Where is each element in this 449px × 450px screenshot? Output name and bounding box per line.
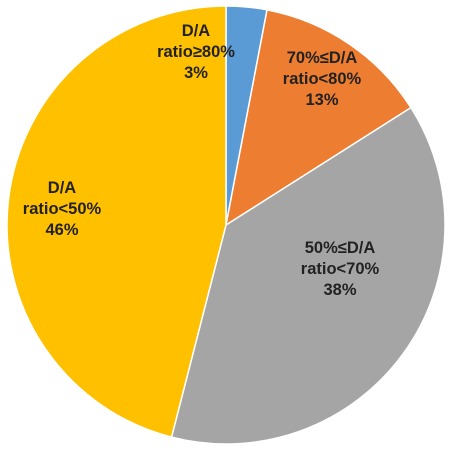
slice-label-2: 70%≤D/A ratio<80% 13% <box>283 49 362 109</box>
slice-label-1: D/A ratio≥80% 3% <box>157 22 235 82</box>
slice-label-line: ratio≥80% <box>157 43 235 61</box>
slice-label-line: 46% <box>45 221 78 239</box>
slice-label-line: ratio<70% <box>301 260 380 278</box>
pie-slice-3 <box>170 106 446 445</box>
slice-label-line: 3% <box>184 64 208 82</box>
slice-label-line: ratio<50% <box>23 200 102 218</box>
slice-label-line: 50%≤D/A <box>305 239 376 257</box>
slices-layer <box>6 5 446 445</box>
slice-label-line: D/A <box>182 22 211 40</box>
slice-label-line: 13% <box>305 91 338 109</box>
slice-label-4: D/A ratio<50% 46% <box>23 179 102 239</box>
slice-label-line: ratio<80% <box>283 70 362 88</box>
pie-slice-2 <box>224 9 412 227</box>
slice-label-line: 38% <box>323 281 356 299</box>
slice-label-3: 50%≤D/A ratio<70% 38% <box>301 239 380 299</box>
slice-label-line: 70%≤D/A <box>287 49 358 67</box>
pie-slice-4 <box>6 5 227 439</box>
labels-layer: D/A ratio≥80% 3% 70%≤D/A ratio<80% 13% 50%≤D/A… <box>23 22 380 299</box>
slice-label-line: D/A <box>48 179 77 197</box>
